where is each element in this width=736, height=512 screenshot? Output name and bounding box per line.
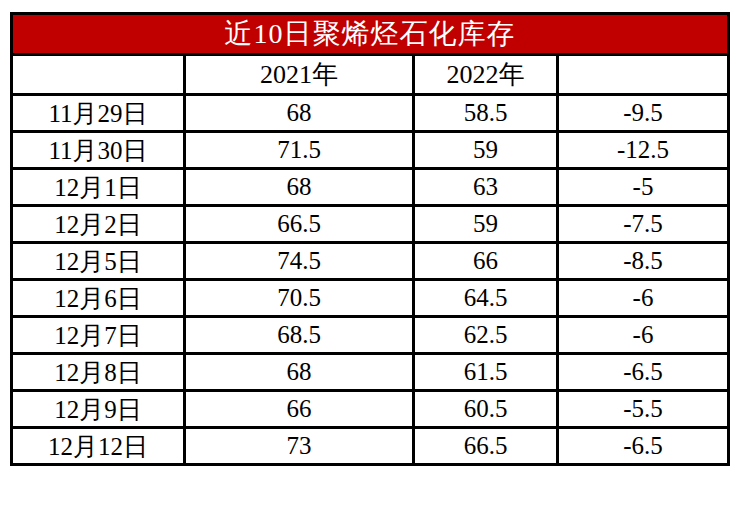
value-cell: 74.5 — [185, 243, 414, 280]
table-row: 11月29日6858.5-9.5 — [12, 95, 729, 132]
date-cell: 12月6日 — [12, 280, 185, 317]
value-cell: 66 — [414, 243, 558, 280]
column-header-0 — [12, 55, 185, 95]
inventory-table: 近10日聚烯烃石化库存 2021年2022年 11月29日6858.5-9.51… — [10, 12, 730, 466]
value-cell: 59 — [414, 206, 558, 243]
value-cell: 66.5 — [414, 428, 558, 465]
value-cell: 68 — [185, 169, 414, 206]
value-cell: -6 — [558, 280, 729, 317]
page: 近10日聚烯烃石化库存 2021年2022年 11月29日6858.5-9.51… — [0, 0, 736, 512]
date-cell: 11月30日 — [12, 132, 185, 169]
date-cell: 12月9日 — [12, 391, 185, 428]
value-cell: -6 — [558, 317, 729, 354]
value-cell: 63 — [414, 169, 558, 206]
value-cell: 71.5 — [185, 132, 414, 169]
value-cell: 73 — [185, 428, 414, 465]
value-cell: -7.5 — [558, 206, 729, 243]
table-body: 11月29日6858.5-9.511月30日71.559-12.512月1日68… — [12, 95, 729, 465]
date-cell: 12月7日 — [12, 317, 185, 354]
date-cell: 12月8日 — [12, 354, 185, 391]
table-row: 12月2日66.559-7.5 — [12, 206, 729, 243]
column-header-2: 2022年 — [414, 55, 558, 95]
value-cell: 60.5 — [414, 391, 558, 428]
value-cell: 70.5 — [185, 280, 414, 317]
table-row: 12月8日6861.5-6.5 — [12, 354, 729, 391]
value-cell: -8.5 — [558, 243, 729, 280]
value-cell: -6.5 — [558, 354, 729, 391]
title-row: 近10日聚烯烃石化库存 — [12, 14, 729, 55]
value-cell: -5.5 — [558, 391, 729, 428]
value-cell: 58.5 — [414, 95, 558, 132]
value-cell: 66 — [185, 391, 414, 428]
table-row: 11月30日71.559-12.5 — [12, 132, 729, 169]
date-cell: 11月29日 — [12, 95, 185, 132]
column-header-1: 2021年 — [185, 55, 414, 95]
value-cell: 68.5 — [185, 317, 414, 354]
table-row: 12月9日6660.5-5.5 — [12, 391, 729, 428]
date-cell: 12月12日 — [12, 428, 185, 465]
value-cell: -5 — [558, 169, 729, 206]
column-header-3 — [558, 55, 729, 95]
value-cell: 62.5 — [414, 317, 558, 354]
date-cell: 12月5日 — [12, 243, 185, 280]
value-cell: 64.5 — [414, 280, 558, 317]
value-cell: 68 — [185, 95, 414, 132]
table-row: 12月6日70.564.5-6 — [12, 280, 729, 317]
date-cell: 12月2日 — [12, 206, 185, 243]
value-cell: -9.5 — [558, 95, 729, 132]
value-cell: 61.5 — [414, 354, 558, 391]
value-cell: 66.5 — [185, 206, 414, 243]
table-row: 12月5日74.566-8.5 — [12, 243, 729, 280]
table-row: 12月7日68.562.5-6 — [12, 317, 729, 354]
header-row: 2021年2022年 — [12, 55, 729, 95]
value-cell: -6.5 — [558, 428, 729, 465]
value-cell: 59 — [414, 132, 558, 169]
date-cell: 12月1日 — [12, 169, 185, 206]
table-row: 12月12日7366.5-6.5 — [12, 428, 729, 465]
value-cell: -12.5 — [558, 132, 729, 169]
table-title: 近10日聚烯烃石化库存 — [12, 14, 729, 55]
value-cell: 68 — [185, 354, 414, 391]
table-row: 12月1日6863-5 — [12, 169, 729, 206]
